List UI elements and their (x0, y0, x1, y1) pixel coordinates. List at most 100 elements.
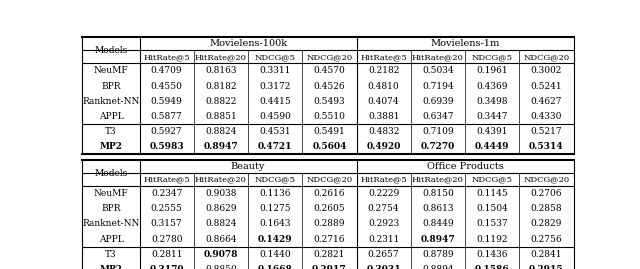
Text: MP2: MP2 (99, 142, 122, 151)
Text: 0.5491: 0.5491 (314, 127, 345, 136)
Text: 0.2821: 0.2821 (314, 250, 345, 259)
Text: 0.1145: 0.1145 (476, 189, 508, 198)
Text: 0.2616: 0.2616 (314, 189, 345, 198)
Text: 0.3031: 0.3031 (366, 265, 401, 269)
Text: 0.5983: 0.5983 (149, 142, 184, 151)
Text: 0.9078: 0.9078 (204, 250, 238, 259)
Text: NDCG@20: NDCG@20 (307, 53, 353, 61)
Text: 0.5927: 0.5927 (151, 127, 182, 136)
Text: 0.2811: 0.2811 (151, 250, 182, 259)
Text: 0.2182: 0.2182 (368, 66, 399, 75)
Text: 0.4721: 0.4721 (258, 142, 292, 151)
Text: 0.2915: 0.2915 (529, 265, 564, 269)
Text: 0.4391: 0.4391 (476, 127, 508, 136)
Text: 0.2716: 0.2716 (314, 235, 345, 244)
Text: 0.1192: 0.1192 (476, 235, 508, 244)
Text: 0.1275: 0.1275 (259, 204, 291, 213)
Text: 0.1429: 0.1429 (258, 235, 292, 244)
Text: 0.3170: 0.3170 (149, 265, 184, 269)
Text: 0.2829: 0.2829 (531, 220, 562, 228)
Text: 0.5314: 0.5314 (529, 142, 564, 151)
Text: 0.5510: 0.5510 (314, 112, 346, 121)
Text: 0.8163: 0.8163 (205, 66, 237, 75)
Text: 0.4330: 0.4330 (531, 112, 562, 121)
Text: 0.8449: 0.8449 (422, 220, 454, 228)
Text: 0.5604: 0.5604 (312, 142, 347, 151)
Text: 0.4074: 0.4074 (368, 97, 399, 106)
Text: Office Products: Office Products (427, 162, 504, 171)
Text: HitRate@5: HitRate@5 (360, 176, 407, 184)
Text: 0.4590: 0.4590 (259, 112, 291, 121)
Text: 0.8629: 0.8629 (205, 204, 237, 213)
Text: 0.5241: 0.5241 (531, 82, 562, 91)
Text: 0.2555: 0.2555 (150, 204, 182, 213)
Text: 0.4570: 0.4570 (314, 66, 345, 75)
Text: NeuMF: NeuMF (93, 189, 129, 198)
Text: NDCG@5: NDCG@5 (472, 53, 513, 61)
Text: 0.7109: 0.7109 (422, 127, 454, 136)
Text: 0.1436: 0.1436 (476, 250, 508, 259)
Text: 0.2858: 0.2858 (531, 204, 562, 213)
Text: 0.8150: 0.8150 (422, 189, 454, 198)
Text: HitRate@5: HitRate@5 (360, 53, 407, 61)
Text: 0.4531: 0.4531 (259, 127, 291, 136)
Text: 0.8182: 0.8182 (205, 82, 237, 91)
Text: 0.3002: 0.3002 (531, 66, 562, 75)
Text: 0.4920: 0.4920 (367, 142, 401, 151)
Text: 0.2917: 0.2917 (312, 265, 347, 269)
Text: NDCG@5: NDCG@5 (255, 53, 296, 61)
Text: HitRate@20: HitRate@20 (412, 176, 464, 184)
Text: T3: T3 (105, 250, 117, 259)
Text: 0.8851: 0.8851 (205, 112, 237, 121)
Text: 0.6347: 0.6347 (422, 112, 454, 121)
Text: 0.7270: 0.7270 (420, 142, 455, 151)
Text: 0.5034: 0.5034 (422, 66, 454, 75)
Text: 0.1537: 0.1537 (476, 220, 508, 228)
Text: 0.8613: 0.8613 (422, 204, 454, 213)
Text: 0.2889: 0.2889 (314, 220, 345, 228)
Text: 0.3172: 0.3172 (259, 82, 291, 91)
Text: HitRate@20: HitRate@20 (412, 53, 464, 61)
Text: NDCG@5: NDCG@5 (255, 176, 296, 184)
Text: HitRate@5: HitRate@5 (143, 176, 190, 184)
Text: 0.4369: 0.4369 (476, 82, 508, 91)
Text: Models: Models (94, 169, 127, 178)
Text: 0.4832: 0.4832 (368, 127, 399, 136)
Text: 0.2229: 0.2229 (368, 189, 399, 198)
Text: 0.1668: 0.1668 (258, 265, 292, 269)
Text: 0.8664: 0.8664 (205, 235, 237, 244)
Text: 0.3157: 0.3157 (151, 220, 182, 228)
Text: 0.6939: 0.6939 (422, 97, 454, 106)
Text: NDCG@5: NDCG@5 (472, 176, 513, 184)
Text: 0.4526: 0.4526 (314, 82, 345, 91)
Text: 0.1643: 0.1643 (259, 220, 291, 228)
Text: 0.7194: 0.7194 (422, 82, 454, 91)
Text: 0.4550: 0.4550 (150, 82, 182, 91)
Text: MP2: MP2 (99, 265, 122, 269)
Text: 0.9038: 0.9038 (205, 189, 237, 198)
Text: 0.4810: 0.4810 (368, 82, 399, 91)
Text: 0.2754: 0.2754 (368, 204, 399, 213)
Text: 0.4709: 0.4709 (151, 66, 182, 75)
Text: 0.2657: 0.2657 (368, 250, 399, 259)
Text: 0.2347: 0.2347 (151, 189, 182, 198)
Text: BPR: BPR (101, 82, 121, 91)
Text: 0.5493: 0.5493 (314, 97, 345, 106)
Text: 0.2605: 0.2605 (314, 204, 345, 213)
Text: 0.2756: 0.2756 (531, 235, 562, 244)
Text: 0.3498: 0.3498 (476, 97, 508, 106)
Text: BPR: BPR (101, 204, 121, 213)
Text: Models: Models (94, 46, 127, 55)
Text: 0.3447: 0.3447 (476, 112, 508, 121)
Text: 0.8822: 0.8822 (205, 97, 237, 106)
Text: 0.1504: 0.1504 (476, 204, 508, 213)
Text: 0.1961: 0.1961 (476, 66, 508, 75)
Text: 0.5949: 0.5949 (151, 97, 182, 106)
Text: Ranknet-NN: Ranknet-NN (83, 97, 140, 106)
Text: Beauty: Beauty (231, 162, 265, 171)
Text: NDCG@20: NDCG@20 (524, 176, 570, 184)
Text: NDCG@20: NDCG@20 (524, 53, 570, 61)
Text: 0.8824: 0.8824 (205, 127, 237, 136)
Text: 0.1440: 0.1440 (259, 250, 291, 259)
Text: 0.4449: 0.4449 (475, 142, 509, 151)
